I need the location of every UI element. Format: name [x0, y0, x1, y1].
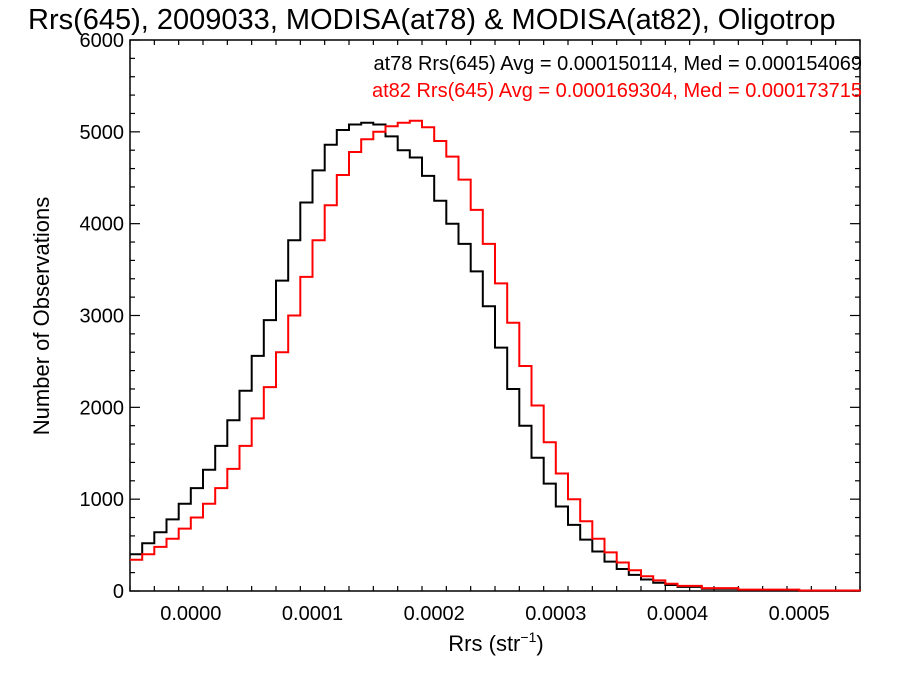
- y-tick-label: 5000: [80, 122, 125, 144]
- x-tick-label: 0.0000: [160, 603, 221, 625]
- y-tick-label: 6000: [80, 30, 125, 52]
- series-at82-line: [130, 119, 861, 592]
- y-axis-label: Number of Observations: [29, 197, 54, 435]
- x-axis-label-close: ): [536, 631, 543, 656]
- series-at78-line: [130, 121, 861, 592]
- y-axis-ticks: 0 1000 2000 3000 4000 5000 6000: [80, 30, 860, 603]
- x-tick-label: 0.0001: [282, 603, 343, 625]
- y-tick-label: 1000: [80, 489, 125, 511]
- series-layer: [130, 119, 861, 592]
- y-tick-label: 3000: [80, 306, 125, 328]
- x-tick-label: 0.0002: [404, 603, 465, 625]
- legend-entry-at82: at82 Rrs(645) Avg = 0.000169304, Med = 0…: [372, 80, 862, 102]
- y-tick-label: 4000: [80, 214, 125, 236]
- x-axis-label-superscript: −1: [520, 629, 536, 645]
- x-axis-label-main: Rrs (str: [448, 631, 520, 656]
- y-tick-label: 0: [113, 581, 124, 603]
- y-tick-label: 2000: [80, 397, 125, 419]
- x-tick-label: 0.0004: [647, 603, 708, 625]
- chart-title: Rrs(645), 2009033, MODISA(at78) & MODISA…: [28, 4, 835, 36]
- legend-entry-at78: at78 Rrs(645) Avg = 0.000150114, Med = 0…: [373, 53, 862, 75]
- x-axis-label: Rrs (str−1): [448, 629, 543, 656]
- x-tick-label: 0.0005: [769, 603, 830, 625]
- x-axis-ticks: 0.0000 0.0001 0.0002 0.0003 0.0004 0.0005: [129, 40, 861, 625]
- x-tick-label: 0.0003: [525, 603, 586, 625]
